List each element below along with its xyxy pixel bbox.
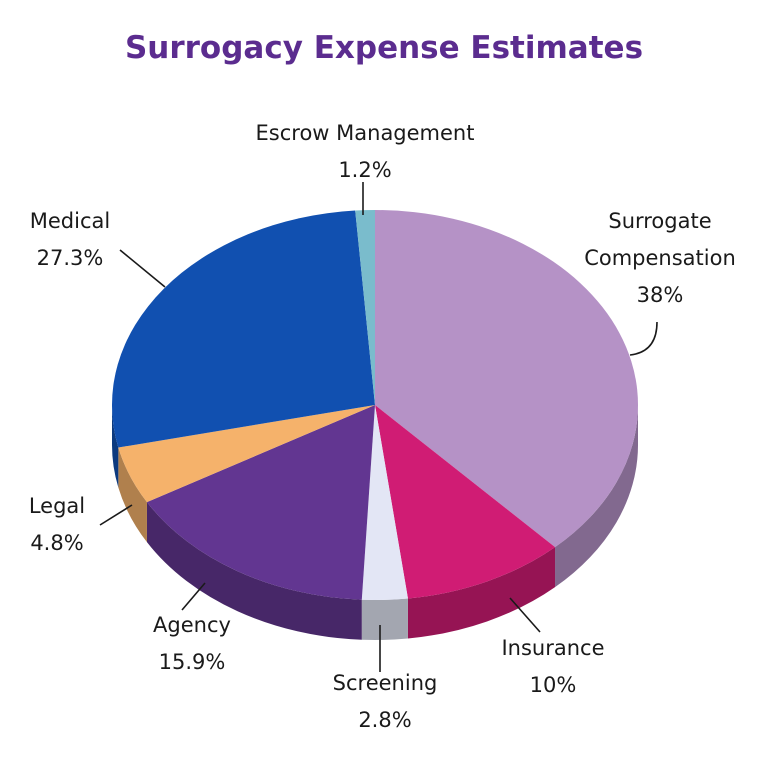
leader-line — [629, 321, 658, 356]
slice — [146, 405, 375, 600]
slice-label: Screening 2.8% — [333, 665, 438, 739]
slice-label: Insurance 10% — [501, 630, 604, 704]
slice-label: Agency 15.9% — [153, 607, 231, 681]
category-label: Escrow Management — [255, 121, 475, 145]
value-label: 10% — [529, 673, 577, 697]
value-label: 38% — [636, 283, 684, 307]
value-label: 27.3% — [36, 246, 104, 270]
leader-line — [181, 582, 206, 611]
slice — [118, 405, 375, 503]
slice — [355, 210, 375, 405]
slice-side — [361, 598, 408, 641]
slice-side — [118, 447, 147, 543]
category-label: Screening — [332, 671, 438, 695]
chart-title: Surrogacy Expense Estimates — [124, 30, 644, 66]
slice-side — [555, 405, 638, 588]
category-label: Medical — [29, 209, 111, 233]
slice-side — [112, 405, 119, 488]
slice — [111, 210, 375, 448]
category-label: Surrogate Compensation — [584, 209, 736, 270]
leader-line — [119, 249, 166, 288]
slice-label: Medical 27.3% — [30, 203, 110, 277]
category-label: Legal — [28, 494, 86, 518]
slice-side — [146, 502, 362, 640]
category-label: Insurance — [501, 636, 605, 660]
slice-side — [407, 547, 556, 639]
value-label: 15.9% — [158, 650, 226, 674]
slice-label: Surrogate Compensation 38% — [570, 203, 750, 314]
category-label: Agency — [153, 613, 231, 637]
slice — [361, 405, 408, 600]
leader-line — [509, 597, 541, 633]
slice-label: Escrow Management 1.2% — [256, 115, 475, 189]
value-label: 1.2% — [338, 158, 392, 182]
leader-line — [99, 504, 133, 526]
slice — [375, 210, 638, 548]
value-label: 4.8% — [30, 531, 84, 555]
slice — [375, 405, 556, 599]
slice-label: Legal 4.8% — [29, 488, 85, 562]
value-label: 2.8% — [358, 708, 412, 732]
